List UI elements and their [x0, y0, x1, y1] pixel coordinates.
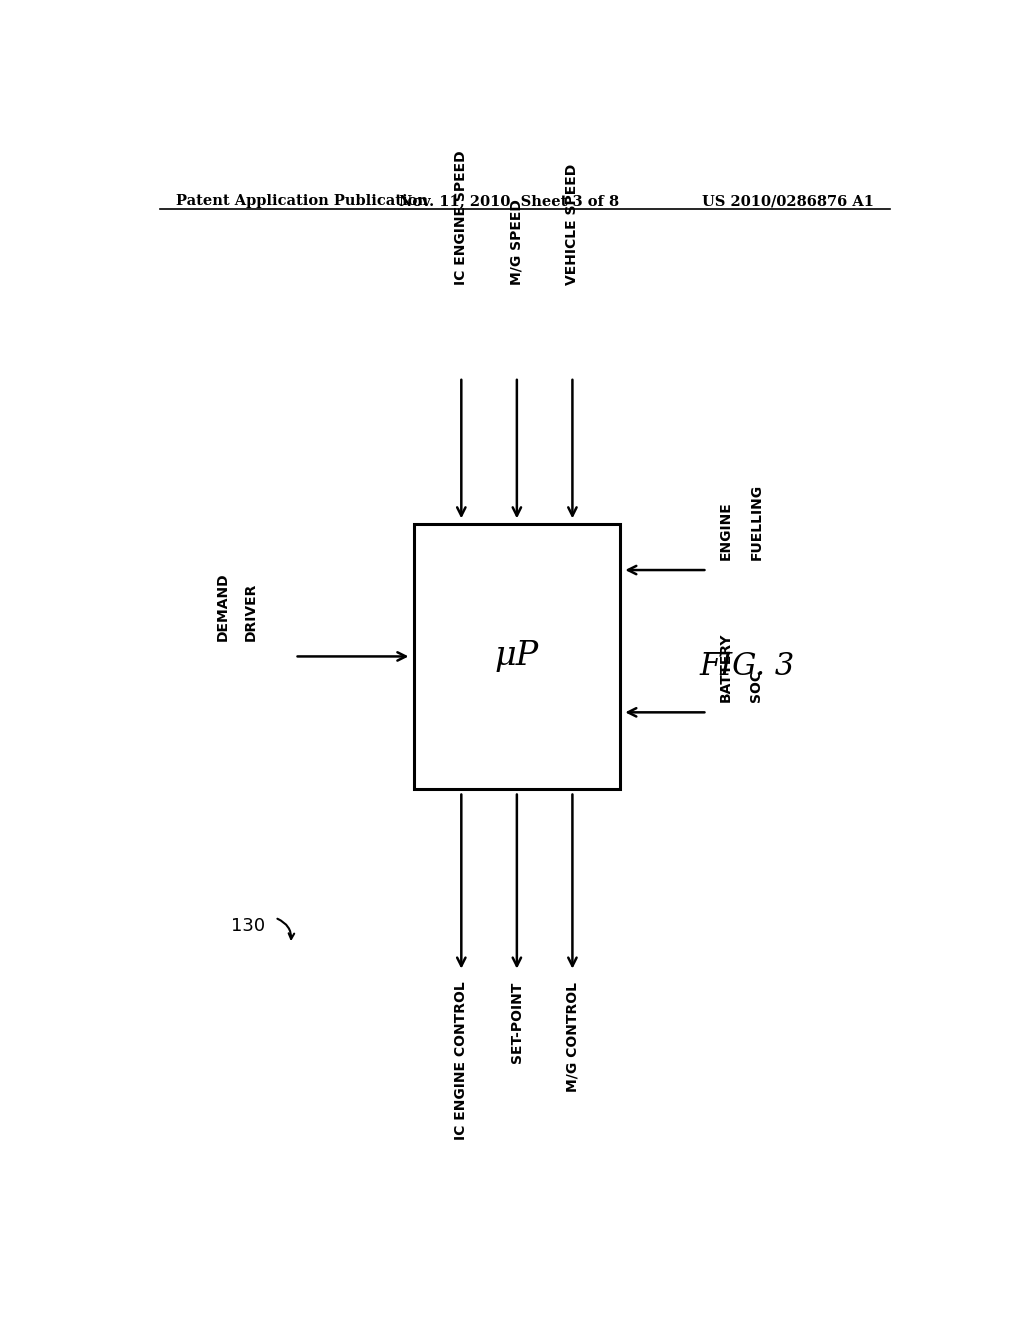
Text: BATTERY: BATTERY — [719, 632, 733, 702]
Text: VEHICLE SPEED: VEHICLE SPEED — [565, 164, 580, 285]
Bar — [414, 524, 620, 788]
Text: DRIVER: DRIVER — [244, 583, 258, 642]
Text: Patent Application Publication: Patent Application Publication — [176, 194, 428, 209]
Text: M/G CONTROL: M/G CONTROL — [565, 982, 580, 1092]
Text: DEMAND: DEMAND — [216, 573, 230, 642]
Text: 130: 130 — [231, 917, 265, 935]
Text: μP: μP — [495, 640, 539, 672]
Text: M/G SPEED: M/G SPEED — [510, 199, 524, 285]
Text: US 2010/0286876 A1: US 2010/0286876 A1 — [702, 194, 873, 209]
Text: IC ENGINE SPEED: IC ENGINE SPEED — [455, 150, 468, 285]
Text: FUELLING: FUELLING — [750, 483, 763, 560]
Text: IC ENGINE CONTROL: IC ENGINE CONTROL — [455, 982, 468, 1140]
Text: ENGINE: ENGINE — [719, 502, 733, 560]
Text: FIG. 3: FIG. 3 — [699, 651, 795, 682]
Text: SET-POINT: SET-POINT — [510, 982, 524, 1063]
Text: Nov. 11, 2010  Sheet 3 of 8: Nov. 11, 2010 Sheet 3 of 8 — [399, 194, 618, 209]
Text: SOC: SOC — [750, 671, 763, 702]
